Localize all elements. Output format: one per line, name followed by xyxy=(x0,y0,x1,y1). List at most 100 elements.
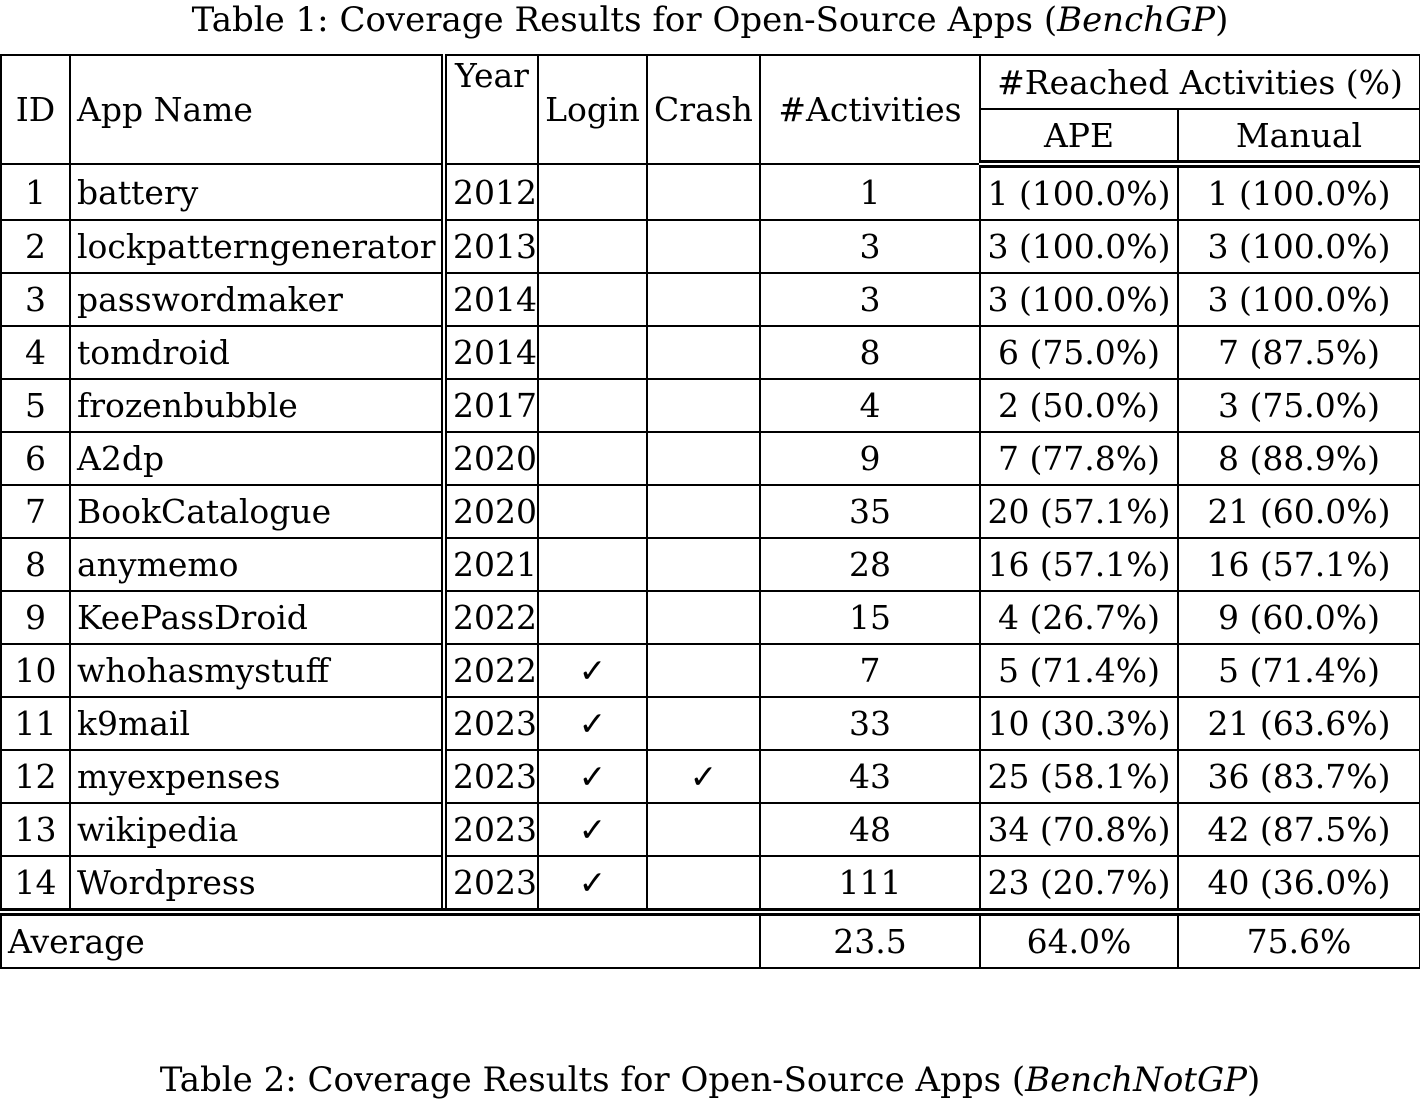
cell-ape: 10 (30.3%) xyxy=(979,696,1179,751)
cell-login-check: ✓ xyxy=(537,643,648,698)
cell-login-check xyxy=(537,219,648,274)
cell-crash-check xyxy=(646,802,761,857)
cell-ape: 7 (77.8%) xyxy=(979,431,1179,486)
average-row: Average 23.5 64.0% 75.6% xyxy=(0,911,1420,969)
average-manual: 75.6% xyxy=(1177,911,1420,969)
cell-crash-check xyxy=(646,431,761,486)
cell-crash-check xyxy=(646,325,761,380)
cell-activities: 35 xyxy=(759,484,981,539)
cell-activities: 15 xyxy=(759,590,981,645)
cell-year: 2012 xyxy=(443,163,539,221)
cell-crash-check xyxy=(646,696,761,751)
cell-manual: 3 (75.0%) xyxy=(1177,378,1420,433)
cell-activities: 3 xyxy=(759,272,981,327)
cell-crash-check xyxy=(646,484,761,539)
cell-crash-check xyxy=(646,219,761,274)
coverage-table: ID App Name Year Login Crash #Activities… xyxy=(0,54,1420,969)
table-row: 6 A2dp 2020 9 7 (77.8%) 8 (88.9%) xyxy=(0,431,1420,486)
cell-manual: 1 (100.0%) xyxy=(1177,163,1420,221)
cell-id: 12 xyxy=(0,749,71,804)
cell-activities: 9 xyxy=(759,431,981,486)
cell-manual: 40 (36.0%) xyxy=(1177,855,1420,916)
cell-ape: 2 (50.0%) xyxy=(979,378,1179,433)
cell-app-name: tomdroid xyxy=(69,325,447,380)
cell-login-check: ✓ xyxy=(537,855,648,916)
cell-id: 5 xyxy=(0,378,71,433)
cell-id: 3 xyxy=(0,272,71,327)
cell-year: 2022 xyxy=(443,643,539,698)
table1-caption: Table 1: Coverage Results for Open-Sourc… xyxy=(191,0,1229,40)
table2-caption: Table 2: Coverage Results for Open-Sourc… xyxy=(159,1060,1261,1100)
cell-ape: 16 (57.1%) xyxy=(979,537,1179,592)
table-row: 5 frozenbubble 2017 4 2 (50.0%) 3 (75.0%) xyxy=(0,378,1420,433)
cell-id: 7 xyxy=(0,484,71,539)
cell-ape: 1 (100.0%) xyxy=(979,163,1179,221)
cell-app-name: k9mail xyxy=(69,696,447,751)
cell-manual: 3 (100.0%) xyxy=(1177,272,1420,327)
cell-ape: 20 (57.1%) xyxy=(979,484,1179,539)
cell-login-check xyxy=(537,325,648,380)
cell-year: 2023 xyxy=(443,802,539,857)
average-ape: 64.0% xyxy=(979,911,1179,969)
cell-manual: 16 (57.1%) xyxy=(1177,537,1420,592)
cell-ape: 3 (100.0%) xyxy=(979,219,1179,274)
table-row: 10 whohasmystuff 2022 ✓ 7 5 (71.4%) 5 (71.4%) xyxy=(0,643,1420,698)
header-app-name: App Name xyxy=(69,54,447,165)
cell-year: 2023 xyxy=(443,696,539,751)
cell-activities: 111 xyxy=(759,855,981,916)
table-row: 9 KeePassDroid 2022 15 4 (26.7%) 9 (60.0%) xyxy=(0,590,1420,645)
cell-activities: 28 xyxy=(759,537,981,592)
cell-manual: 3 (100.0%) xyxy=(1177,219,1420,274)
cell-year: 2021 xyxy=(443,537,539,592)
header-activities: #Activities xyxy=(759,54,981,165)
cell-ape: 25 (58.1%) xyxy=(979,749,1179,804)
cell-activities: 1 xyxy=(759,163,981,221)
cell-login-check xyxy=(537,163,648,221)
cell-crash-check xyxy=(646,590,761,645)
table-row: 2 lockpatterngenerator 2013 3 3 (100.0%) 3 (1… xyxy=(0,219,1420,274)
cell-manual: 8 (88.9%) xyxy=(1177,431,1420,486)
cell-crash-check xyxy=(646,537,761,592)
cell-activities: 7 xyxy=(759,643,981,698)
header-ape: APE xyxy=(979,108,1179,168)
cell-login-check: ✓ xyxy=(537,749,648,804)
cell-year: 2013 xyxy=(443,219,539,274)
table-row: 14 Wordpress 2023 ✓ 111 23 (20.7%) 40 (36.0%) xyxy=(0,855,1420,916)
cell-app-name: battery xyxy=(69,163,447,221)
cell-app-name: A2dp xyxy=(69,431,447,486)
cell-crash-check xyxy=(646,272,761,327)
cell-manual: 42 (87.5%) xyxy=(1177,802,1420,857)
cell-id: 13 xyxy=(0,802,71,857)
header-reached-activities: #Reached Activities (%) xyxy=(979,54,1420,110)
cell-login-check xyxy=(537,378,648,433)
cell-app-name: BookCatalogue xyxy=(69,484,447,539)
cell-year: 2022 xyxy=(443,590,539,645)
cell-login-check xyxy=(537,272,648,327)
cell-id: 9 xyxy=(0,590,71,645)
cell-login-check xyxy=(537,537,648,592)
cell-app-name: passwordmaker xyxy=(69,272,447,327)
table-row: 13 wikipedia 2023 ✓ 48 34 (70.8%) 42 (87.5%) xyxy=(0,802,1420,857)
cell-login-check: ✓ xyxy=(537,696,648,751)
cell-app-name: anymemo xyxy=(69,537,447,592)
table-row: 12 myexpenses 2023 ✓ ✓ 43 25 (58.1%) 36 (83.7%) xyxy=(0,749,1420,804)
cell-year: 2020 xyxy=(443,431,539,486)
cell-ape: 4 (26.7%) xyxy=(979,590,1179,645)
cell-year: 2014 xyxy=(443,325,539,380)
cell-year: 2014 xyxy=(443,272,539,327)
cell-id: 8 xyxy=(0,537,71,592)
cell-activities: 4 xyxy=(759,378,981,433)
cell-ape: 5 (71.4%) xyxy=(979,643,1179,698)
cell-id: 2 xyxy=(0,219,71,274)
cell-app-name: myexpenses xyxy=(69,749,447,804)
table-row: 1 battery 2012 1 1 (100.0%) 1 (100.0%) xyxy=(0,163,1420,221)
cell-login-check: ✓ xyxy=(537,802,648,857)
cell-app-name: whohasmystuff xyxy=(69,643,447,698)
header-crash: Crash xyxy=(646,54,761,165)
cell-manual: 5 (71.4%) xyxy=(1177,643,1420,698)
cell-activities: 43 xyxy=(759,749,981,804)
average-label: Average xyxy=(0,911,761,969)
cell-login-check xyxy=(537,431,648,486)
cell-activities: 8 xyxy=(759,325,981,380)
cell-ape: 6 (75.0%) xyxy=(979,325,1179,380)
